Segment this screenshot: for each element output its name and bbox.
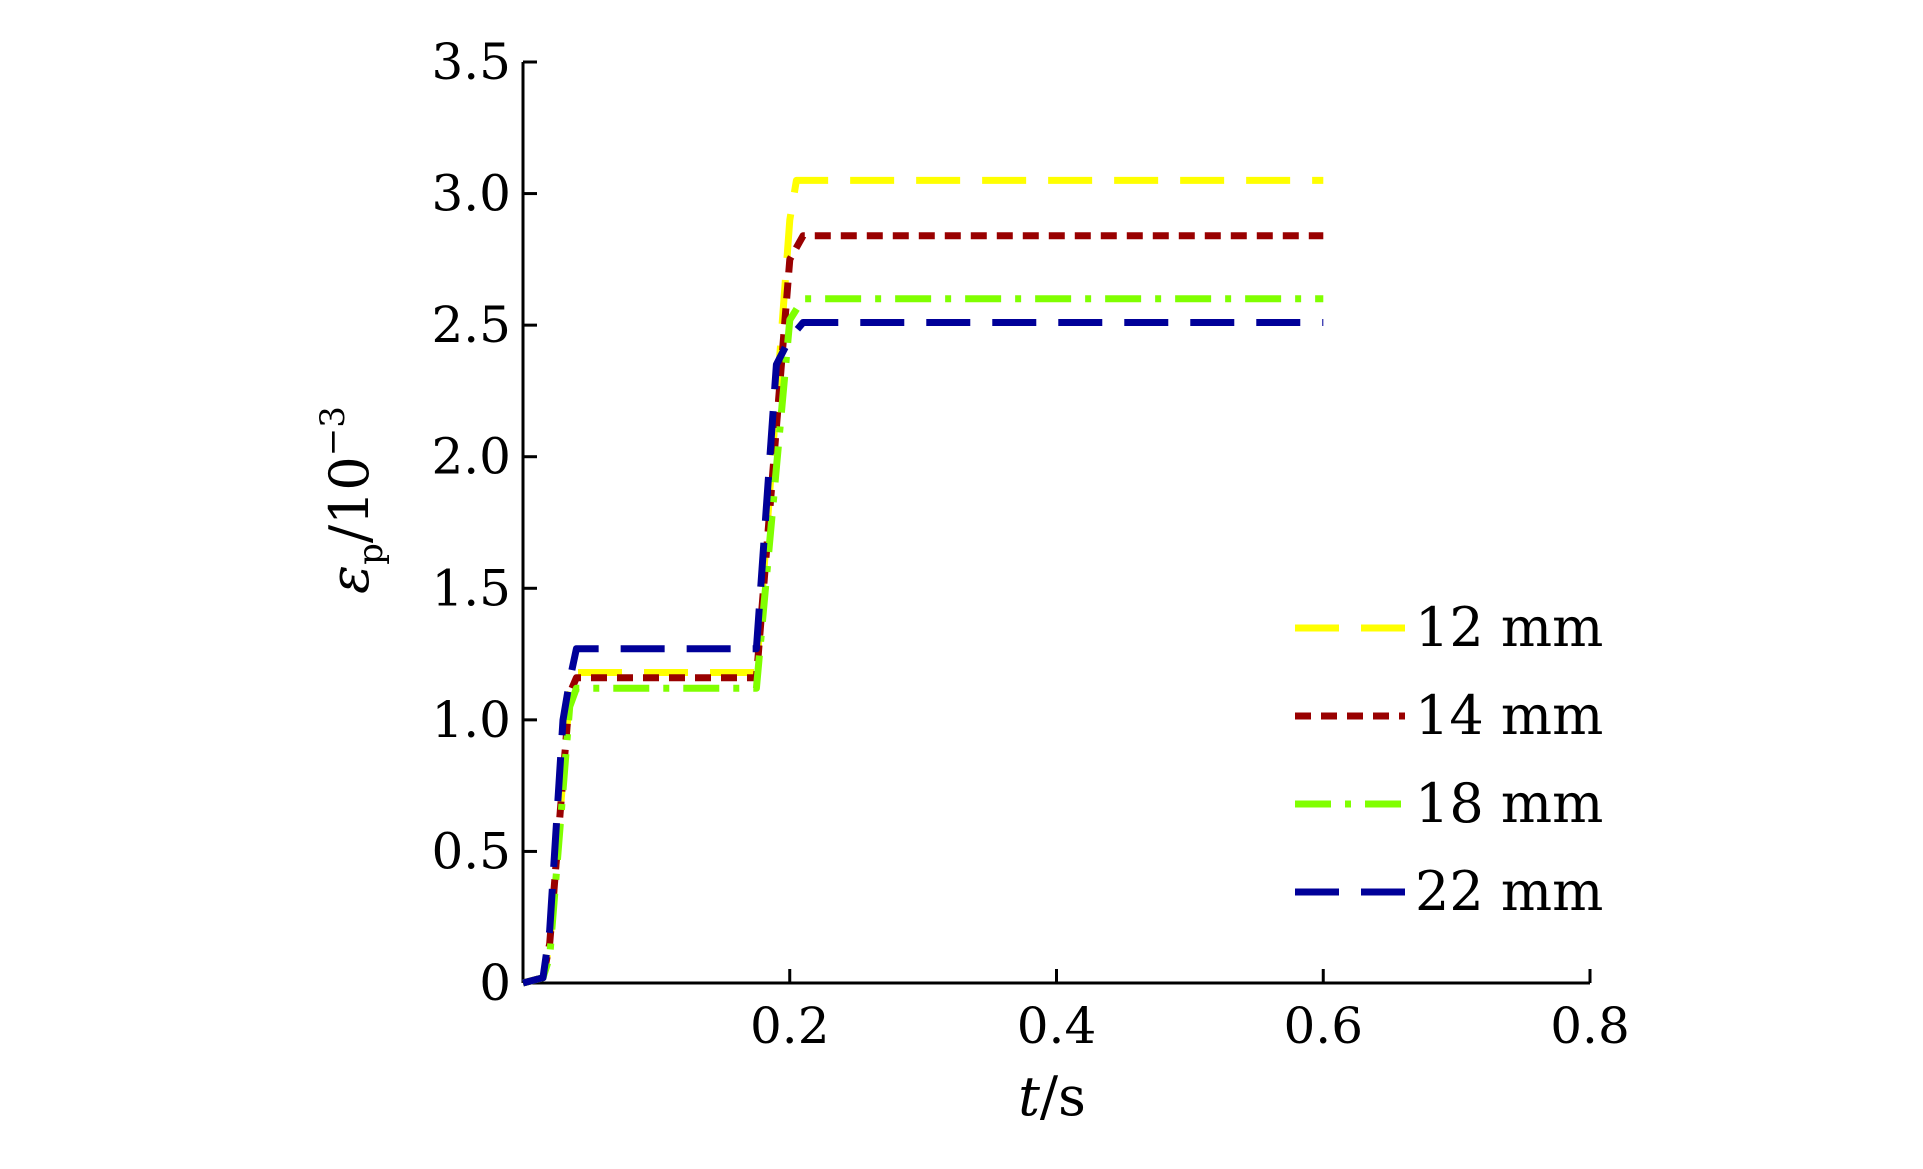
- legend-label-2: 14 mm: [1415, 684, 1603, 747]
- y-axis-sub: p: [351, 543, 391, 565]
- y-tick-label: 2.0: [431, 428, 511, 486]
- x-tick-label: 0.6: [1283, 997, 1363, 1055]
- y-tick-label: 0: [479, 954, 511, 1012]
- x-axis-var: t: [1018, 1065, 1040, 1128]
- series-line-3: [522, 295, 1324, 987]
- series-line-4: [522, 319, 1324, 987]
- y-axis-var: ε: [318, 565, 381, 594]
- x-axis-title: t/s: [1018, 1065, 1086, 1128]
- x-tick-label: 0.4: [1017, 997, 1097, 1055]
- legend-label-1: 12 mm: [1415, 596, 1603, 659]
- series-line-2: [522, 232, 1324, 987]
- series-layer: [522, 176, 1324, 987]
- y-tick-label: 1.0: [431, 691, 511, 749]
- x-tick-label: 0.2: [750, 997, 830, 1055]
- y-tick-label: 3.0: [431, 165, 511, 223]
- x-axis-unit: /s: [1040, 1065, 1086, 1128]
- y-axis-unit: /10: [318, 456, 381, 543]
- y-tick-label: 0.5: [431, 822, 511, 880]
- legend-label-4: 22 mm: [1415, 860, 1603, 923]
- axes: 0 0.5 1.0 1.5 2.0 2.5 3.0 3.5 0.2 0.4 0.6 0.8: [431, 33, 1629, 1055]
- y-axis-title: εp/10−3: [313, 406, 391, 594]
- y-tick-label: 3.5: [431, 33, 511, 91]
- y-tick-label: 1.5: [431, 559, 511, 617]
- legend-label-3: 18 mm: [1415, 772, 1603, 835]
- y-tick-label: 2.5: [431, 296, 511, 354]
- x-tick-label: 0.8: [1550, 997, 1630, 1055]
- legend: 12 mm 14 mm 18 mm 22 mm: [1295, 596, 1603, 923]
- y-axis-sup: −3: [313, 406, 353, 456]
